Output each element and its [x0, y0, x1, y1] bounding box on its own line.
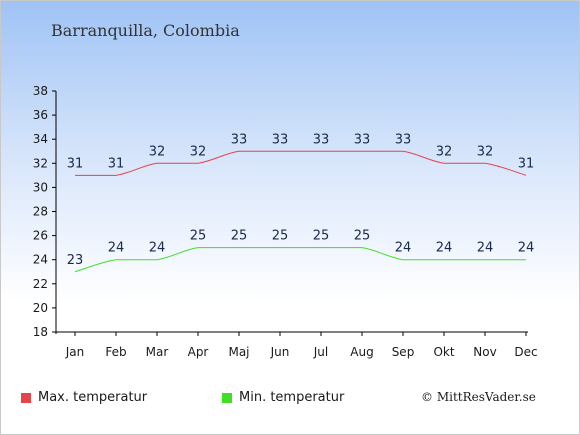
max-data-label: 31	[108, 156, 125, 171]
x-tick-label: Maj	[228, 345, 249, 359]
chart-title: Barranquilla, Colombia	[51, 21, 240, 40]
y-tick-label: 26	[33, 229, 48, 243]
legend-min-swatch	[222, 392, 232, 403]
x-tick-label: Dec	[514, 345, 537, 359]
max-data-label: 33	[313, 132, 330, 147]
x-tick-label: Sep	[392, 345, 415, 359]
min-data-label: 23	[67, 253, 84, 268]
max-data-label: 32	[190, 144, 207, 159]
y-tick-label: 34	[33, 132, 48, 146]
y-tick-label: 32	[33, 156, 48, 170]
x-tick-label: Mar	[146, 345, 169, 359]
x-tick-label: Jul	[313, 345, 328, 359]
min-temperature-line	[74, 247, 526, 273]
x-tick-label: Okt	[433, 345, 454, 359]
max-data-label: 33	[231, 132, 248, 147]
min-data-label: 25	[190, 229, 207, 244]
legend-max: Max. temperatur	[21, 390, 147, 405]
min-data-label: 24	[518, 241, 535, 256]
min-data-label: 24	[477, 241, 494, 256]
legend-max-label: Max. temperatur	[38, 390, 148, 405]
copyright-text: © MittResVader.se	[421, 390, 536, 404]
min-data-label: 25	[354, 229, 371, 244]
x-tick-label: Apr	[188, 345, 209, 359]
max-data-label: 33	[272, 132, 289, 147]
y-tick-label: 30	[33, 180, 48, 194]
y-tick-label: 36	[33, 108, 48, 122]
min-data-label: 24	[436, 241, 453, 256]
max-data-label: 31	[518, 156, 535, 171]
legend-min: Min. temperatur	[222, 390, 344, 405]
min-data-label: 25	[272, 229, 289, 244]
max-data-label: 32	[149, 144, 166, 159]
y-tick-label: 28	[33, 205, 48, 219]
x-tick-label: Nov	[473, 345, 496, 359]
max-data-label: 32	[436, 144, 453, 159]
y-tick-label: 38	[33, 84, 48, 98]
legend-max-swatch	[21, 392, 31, 403]
y-tick-label: 22	[33, 277, 48, 291]
min-data-label: 24	[149, 241, 166, 256]
max-data-label: 33	[395, 132, 412, 147]
max-data-label: 31	[67, 156, 84, 171]
max-data-label: 32	[477, 144, 494, 159]
y-tick-label: 18	[33, 325, 48, 339]
min-data-label: 25	[231, 229, 248, 244]
legend-min-label: Min. temperatur	[239, 390, 345, 405]
min-data-label: 24	[395, 241, 412, 256]
x-tick-label: Aug	[350, 345, 373, 359]
y-tick-label: 24	[33, 253, 48, 267]
min-data-label: 24	[108, 241, 125, 256]
min-data-label: 25	[313, 229, 330, 244]
x-tick-label: Jan	[65, 345, 85, 359]
x-tick-label: Jun	[270, 345, 290, 359]
max-temperature-line	[74, 150, 527, 176]
x-tick-label: Feb	[105, 345, 126, 359]
max-data-label: 33	[354, 132, 371, 147]
y-tick-label: 20	[33, 301, 48, 315]
